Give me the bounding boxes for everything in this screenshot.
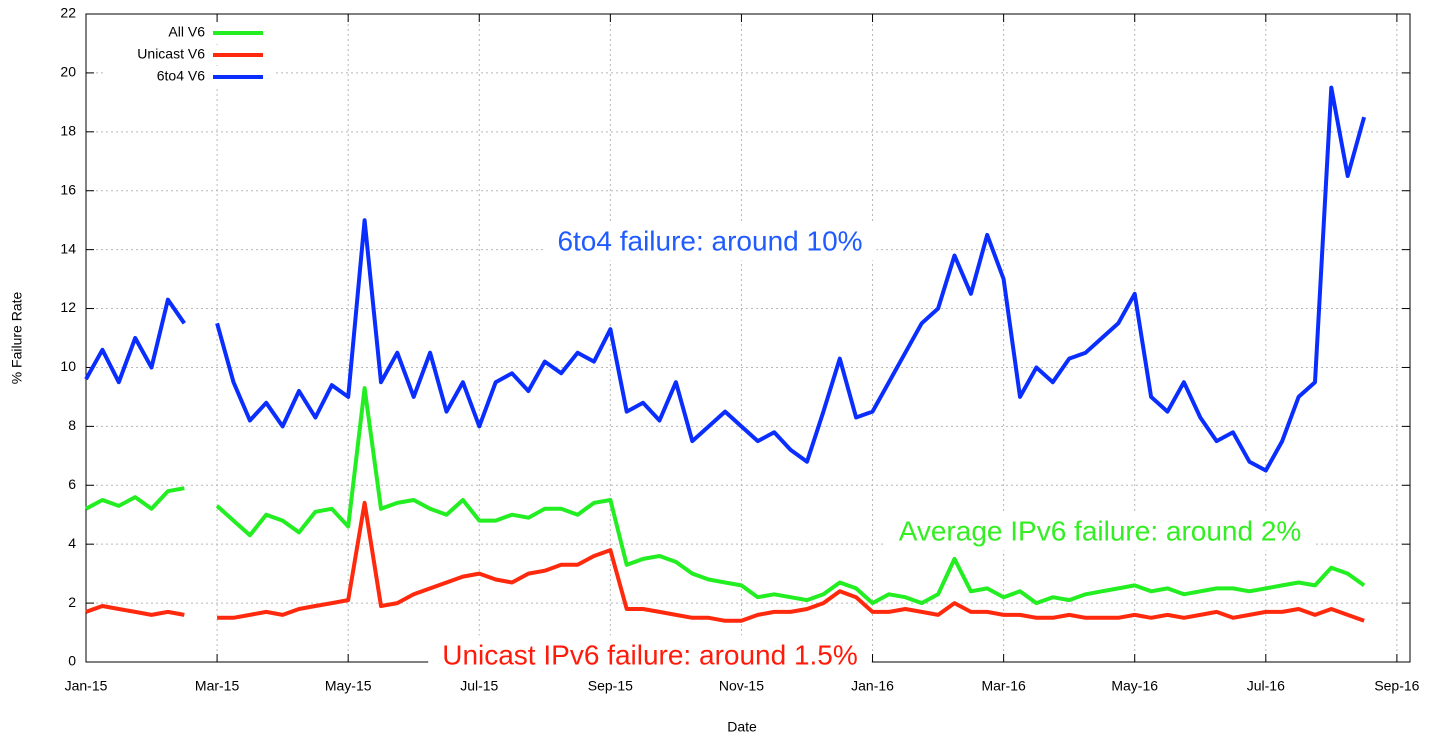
x-tick-label: Jan-16: [851, 678, 894, 694]
annotation-background: [884, 511, 1316, 551]
legend-label: All V6: [168, 24, 205, 40]
y-tick-label: 0: [68, 653, 76, 669]
x-tick-label: Nov-15: [719, 678, 764, 694]
series-line: [85, 500, 1365, 623]
x-tick-label: Jul-16: [1247, 678, 1285, 694]
y-tick-label: 2: [68, 594, 76, 610]
y-tick-label: 6: [68, 476, 76, 492]
legend-background: [105, 23, 275, 43]
y-tick-label: 14: [60, 240, 76, 256]
legend-background: [105, 45, 275, 65]
x-tick-label: Mar-16: [981, 678, 1026, 694]
annotation: Average IPv6 failure: around 2%: [899, 515, 1302, 546]
annotation-background: [543, 221, 877, 261]
x-tick-label: May-16: [1111, 678, 1158, 694]
x-tick-label: Jan-15: [65, 678, 108, 694]
x-tick-label: Mar-15: [195, 678, 240, 694]
annotation: Unicast IPv6 failure: around 1.5%: [442, 639, 858, 670]
legend-label: Unicast V6: [137, 46, 205, 62]
y-tick-label: 18: [60, 123, 76, 139]
x-tick-label: Sep-15: [588, 678, 633, 694]
y-tick-label: 10: [60, 358, 76, 374]
y-tick-label: 4: [68, 535, 76, 551]
annotation-background: [428, 635, 872, 675]
legend-background: [105, 67, 275, 87]
x-tick-label: May-15: [325, 678, 372, 694]
y-tick-label: 20: [60, 64, 76, 80]
x-axis-label: Date: [727, 719, 757, 735]
y-tick-label: 8: [68, 417, 76, 433]
series-line: [85, 386, 1366, 606]
x-tick-label: Sep-16: [1374, 678, 1419, 694]
x-tick-label: Jul-15: [460, 678, 498, 694]
series-line: [84, 85, 1367, 473]
plot-frame: [85, 13, 1411, 663]
y-tick-label: 16: [60, 181, 76, 197]
y-tick-label: 12: [60, 299, 76, 315]
y-axis-label: % Failure Rate: [9, 291, 25, 384]
y-tick-label: 22: [60, 5, 76, 21]
legend-label: 6to4 V6: [157, 68, 205, 84]
annotation: 6to4 failure: around 10%: [557, 225, 862, 256]
